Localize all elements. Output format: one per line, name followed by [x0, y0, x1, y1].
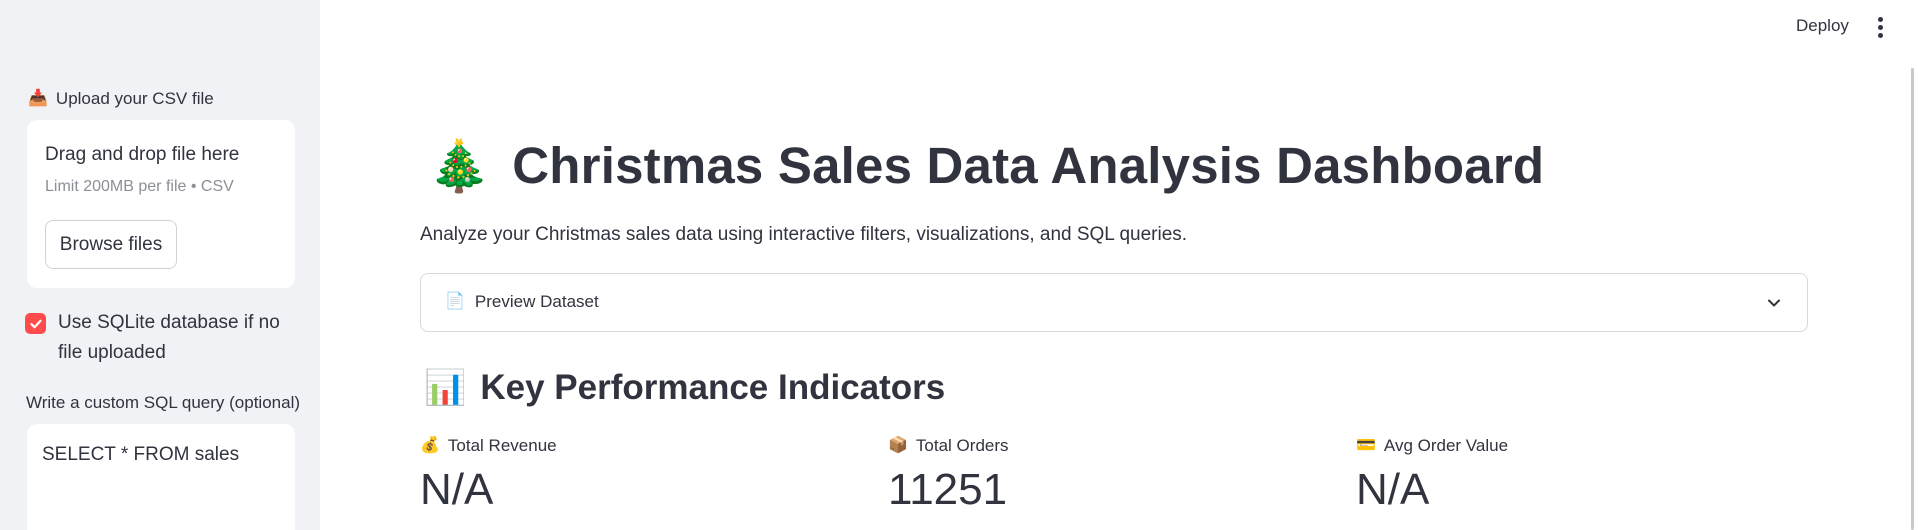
expander-header: 📄 Preview Dataset — [445, 292, 599, 312]
page-title: 🎄 Christmas Sales Data Analysis Dashboar… — [428, 136, 1544, 195]
inbox-tray-icon: 📥 — [28, 90, 48, 107]
christmas-tree-icon: 🎄 — [428, 137, 491, 194]
page-subtitle: Analyze your Christmas sales data using … — [420, 224, 1188, 245]
bar-chart-icon: 📊 — [424, 369, 467, 407]
sqlite-checkbox-label: Use SQLite database if no file uploaded — [58, 312, 280, 363]
expander-label: Preview Dataset — [474, 292, 599, 311]
upload-label-text: Upload your CSV file — [55, 89, 214, 108]
metric-value: 11251 — [888, 465, 1008, 514]
page-title-text: Christmas Sales Data Analysis Dashboard — [512, 137, 1545, 194]
metric-avg-order-value: 💳 Avg Order Value N/A — [1356, 436, 1756, 512]
credit-card-icon: 💳 — [1356, 437, 1376, 454]
sqlite-checkbox[interactable] — [25, 313, 46, 334]
package-icon: 📦 — [888, 437, 908, 454]
metric-total-orders: 📦 Total Orders 11251 — [888, 436, 1288, 512]
metric-label: 📦 Total Orders — [888, 436, 1288, 456]
kpi-heading-text: Key Performance Indicators — [480, 368, 946, 407]
metric-value: N/A — [420, 465, 494, 514]
preview-dataset-expander[interactable]: 📄 Preview Dataset — [420, 273, 1808, 332]
browse-files-button[interactable]: Browse files — [45, 220, 177, 269]
kpi-heading: 📊 Key Performance Indicators — [424, 368, 945, 408]
metric-value: N/A — [1356, 465, 1430, 514]
money-bag-icon: 💰 — [420, 437, 440, 454]
main-content: Deploy 🎄 Christmas Sales Data Analysis D… — [320, 0, 1918, 530]
dropzone-title: Drag and drop file here — [45, 144, 240, 165]
checkmark-icon — [29, 319, 42, 328]
metric-total-revenue: 💰 Total Revenue N/A — [420, 436, 820, 512]
metric-label-text: Total Revenue — [447, 436, 557, 455]
upload-label: 📥 Upload your CSV file — [28, 89, 214, 109]
chevron-down-icon — [1768, 299, 1780, 307]
kebab-menu-icon[interactable] — [1870, 14, 1890, 40]
page-icon: 📄 — [445, 293, 465, 310]
metric-label: 💳 Avg Order Value — [1356, 436, 1756, 456]
dropzone-limit: Limit 200MB per file • CSV — [45, 178, 234, 195]
sql-query-textarea[interactable]: SELECT * FROM sales — [27, 424, 295, 530]
sql-query-value: SELECT * FROM sales — [42, 444, 240, 465]
file-dropzone[interactable]: Drag and drop file here Limit 200MB per … — [27, 120, 295, 288]
scrollbar[interactable] — [1911, 68, 1914, 530]
metric-label: 💰 Total Revenue — [420, 436, 820, 456]
metric-label-text: Total Orders — [915, 436, 1009, 455]
sql-query-label: Write a custom SQL query (optional) — [26, 393, 301, 412]
deploy-button[interactable]: Deploy — [1796, 16, 1849, 35]
sidebar: 📥 Upload your CSV file Drag and drop fil… — [0, 0, 320, 530]
metric-label-text: Avg Order Value — [1383, 436, 1509, 455]
